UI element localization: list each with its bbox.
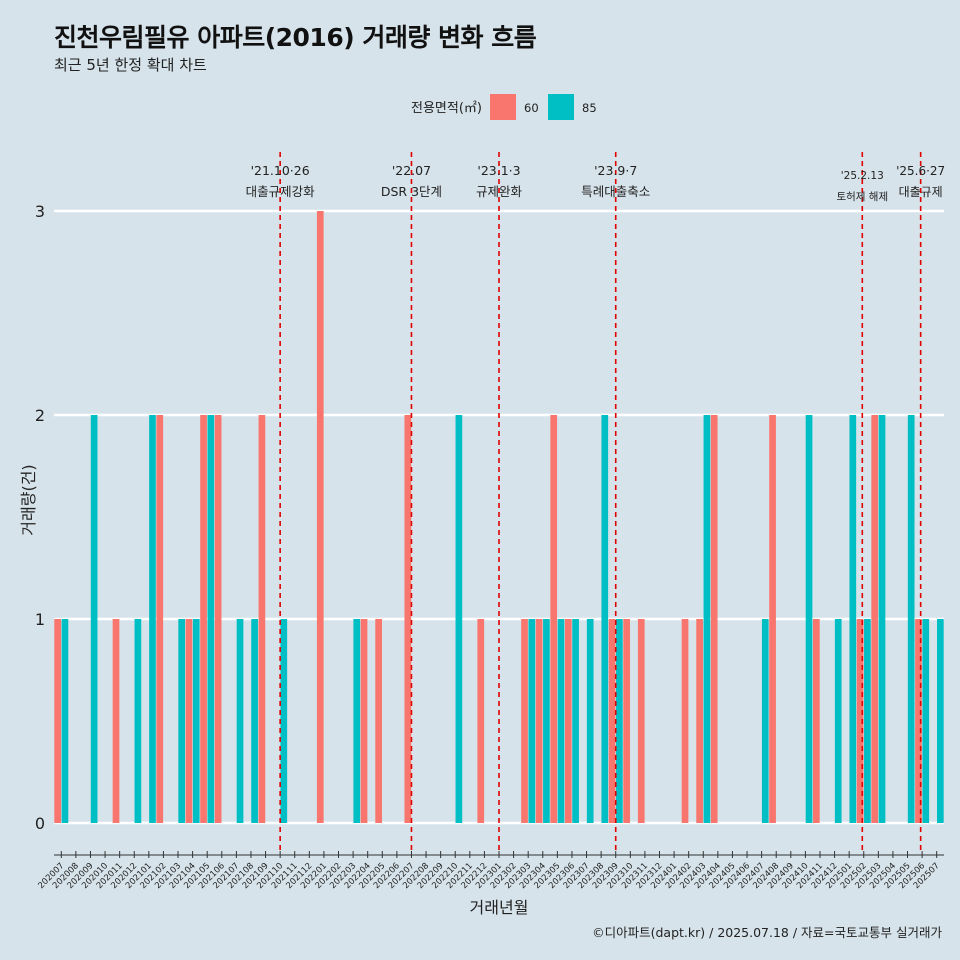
bar-85-202506 <box>922 619 930 823</box>
bar-60-202204 <box>360 619 368 823</box>
y-tick-label: 2 <box>35 406 45 425</box>
event-label: 토허제 해제 <box>836 190 888 203</box>
event-date: '23.1·3 <box>477 163 520 178</box>
bar-85-202503 <box>878 415 886 823</box>
bar-60-202207 <box>404 415 412 823</box>
bar-85-202306 <box>572 619 579 823</box>
bar-60-202007 <box>54 619 61 823</box>
bar-60-202304 <box>535 619 543 823</box>
bar-60-202011 <box>112 619 120 823</box>
bar-60-202403 <box>696 619 703 823</box>
bar-60-202303 <box>521 619 528 823</box>
chart-title: 진천우림필유 아파트(2016) 거래량 변화 흐름 <box>54 23 537 52</box>
bar-60-202503 <box>871 415 879 823</box>
bar-60-202306 <box>564 619 572 823</box>
bar-85-202105 <box>207 415 215 823</box>
event-date: '22.07 <box>392 163 431 178</box>
bar-85-202308 <box>601 415 609 823</box>
bar-85-202502 <box>864 619 871 823</box>
bar-60-202506 <box>915 619 922 823</box>
bar-85-202104 <box>192 619 200 823</box>
bar-85-202412 <box>834 619 842 823</box>
bar-85-202110 <box>280 619 288 823</box>
bar-85-202012 <box>134 619 142 823</box>
bar-60-202305 <box>550 415 558 823</box>
bar-60-202311 <box>637 619 645 823</box>
legend-swatch-60 <box>490 94 516 120</box>
bar-60-202201 <box>316 211 324 823</box>
bar-60-202502 <box>856 619 864 823</box>
bar-60-202411 <box>812 619 820 823</box>
bar-60-202408 <box>769 415 776 823</box>
y-tick-label: 3 <box>35 202 45 221</box>
bar-85-202507 <box>937 619 944 823</box>
legend-swatch-85 <box>548 94 574 120</box>
y-axis-title: 거래량(건) <box>19 464 38 535</box>
bar-85-202108 <box>251 619 258 823</box>
bar-85-202407 <box>761 619 769 823</box>
legend-title: 전용면적(㎡) <box>411 101 482 116</box>
event-label: 규제완화 <box>476 184 523 199</box>
bar-60-202402 <box>681 619 689 823</box>
event-date: '25.2.13 <box>841 170 884 182</box>
event-date: '23.9·7 <box>594 163 637 178</box>
bar-85-202210 <box>455 415 463 823</box>
bar-60-202106 <box>214 415 222 823</box>
chart-subtitle: 최근 5년 한정 확대 차트 <box>54 56 207 74</box>
legend-label-85: 85 <box>582 101 597 115</box>
event-label: 대출규제강화 <box>246 184 316 199</box>
chart-caption: ©디아파트(dapt.kr) / 2025.07.18 / 자료=국토교통부 실… <box>592 925 942 940</box>
y-tick-label: 1 <box>35 610 45 629</box>
bar-85-202307 <box>586 619 594 823</box>
bar-85-202103 <box>178 619 186 823</box>
bar-85-202410 <box>805 415 813 823</box>
bar-85-202403 <box>703 415 711 823</box>
bar-85-202007 <box>61 619 69 823</box>
bar-85-202505 <box>907 415 915 823</box>
bar-85-202304 <box>543 619 550 823</box>
event-date: '21.10·26 <box>251 163 310 178</box>
bar-85-202101 <box>149 415 156 823</box>
bar-60-202310 <box>623 619 631 823</box>
bar-85-202501 <box>849 415 857 823</box>
bar-60-202309 <box>608 619 616 823</box>
bar-60-202205 <box>375 619 382 823</box>
bar-85-202305 <box>557 619 565 823</box>
y-tick-label: 0 <box>35 814 45 833</box>
x-axis-title: 거래년월 <box>470 898 529 917</box>
legend-label-60: 60 <box>524 101 539 115</box>
bar-85-202309 <box>616 619 623 823</box>
bar-85-202107 <box>236 619 244 823</box>
bar-60-202404 <box>710 415 718 823</box>
bar-60-202105 <box>200 415 207 823</box>
bar-85-202009 <box>90 415 98 823</box>
bar-85-202303 <box>528 619 536 823</box>
event-label: DSR 3단계 <box>381 184 442 199</box>
bar-60-202212 <box>477 619 485 823</box>
event-label: 대출규제 <box>899 185 943 199</box>
bar-60-202104 <box>185 619 193 823</box>
event-date: '25.6·27 <box>896 164 945 178</box>
bar-85-202203 <box>353 619 361 823</box>
event-label: 특례대출축소 <box>581 184 650 199</box>
bar-60-202109 <box>258 415 266 823</box>
bar-60-202102 <box>156 415 164 823</box>
